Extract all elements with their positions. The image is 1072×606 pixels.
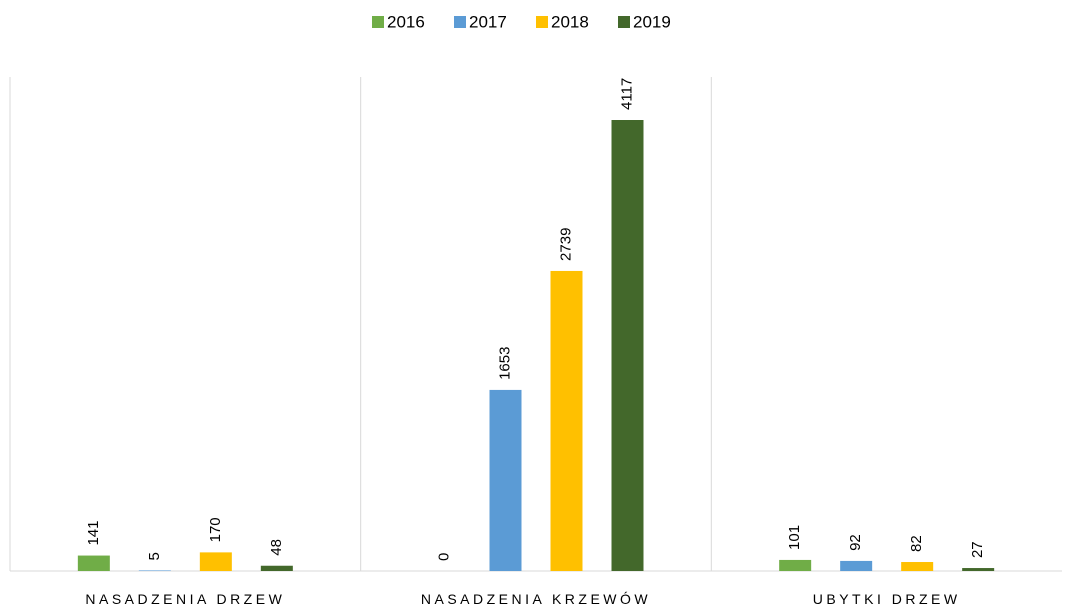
bar	[840, 560, 873, 571]
data-label: 92	[847, 534, 864, 551]
x-tick-label: UBYTKI DRZEW	[813, 591, 961, 606]
bar	[550, 270, 583, 571]
data-label: 141	[85, 521, 102, 546]
legend-label: 2016	[387, 12, 425, 31]
legend-label: 2018	[551, 12, 589, 31]
legend-swatch	[454, 16, 466, 28]
bar	[962, 568, 995, 571]
bar	[901, 562, 934, 571]
legend-swatch	[618, 16, 630, 28]
data-label: 48	[268, 539, 285, 556]
legend-swatch	[372, 16, 384, 28]
legend-label: 2017	[469, 12, 507, 31]
bar	[489, 389, 522, 571]
data-label: 4117	[618, 78, 635, 110]
data-label: 0	[435, 553, 452, 561]
data-label: 82	[908, 535, 925, 552]
bar	[138, 570, 171, 571]
bar	[779, 559, 812, 571]
bar	[77, 555, 110, 571]
data-label: 27	[969, 541, 986, 558]
x-tick-label: NASADZENIA KRZEWÓW	[421, 591, 651, 606]
bar	[260, 565, 293, 571]
legend-swatch	[536, 16, 548, 28]
x-tick-label: NASADZENIA DRZEW	[85, 591, 285, 606]
data-label: 2739	[557, 228, 574, 261]
data-label: 5	[146, 552, 163, 560]
data-label: 170	[207, 517, 224, 542]
bar	[199, 552, 232, 571]
bar	[611, 120, 644, 571]
data-label: 101	[786, 525, 803, 550]
legend-label: 2019	[633, 12, 671, 31]
data-label: 1653	[496, 347, 513, 380]
